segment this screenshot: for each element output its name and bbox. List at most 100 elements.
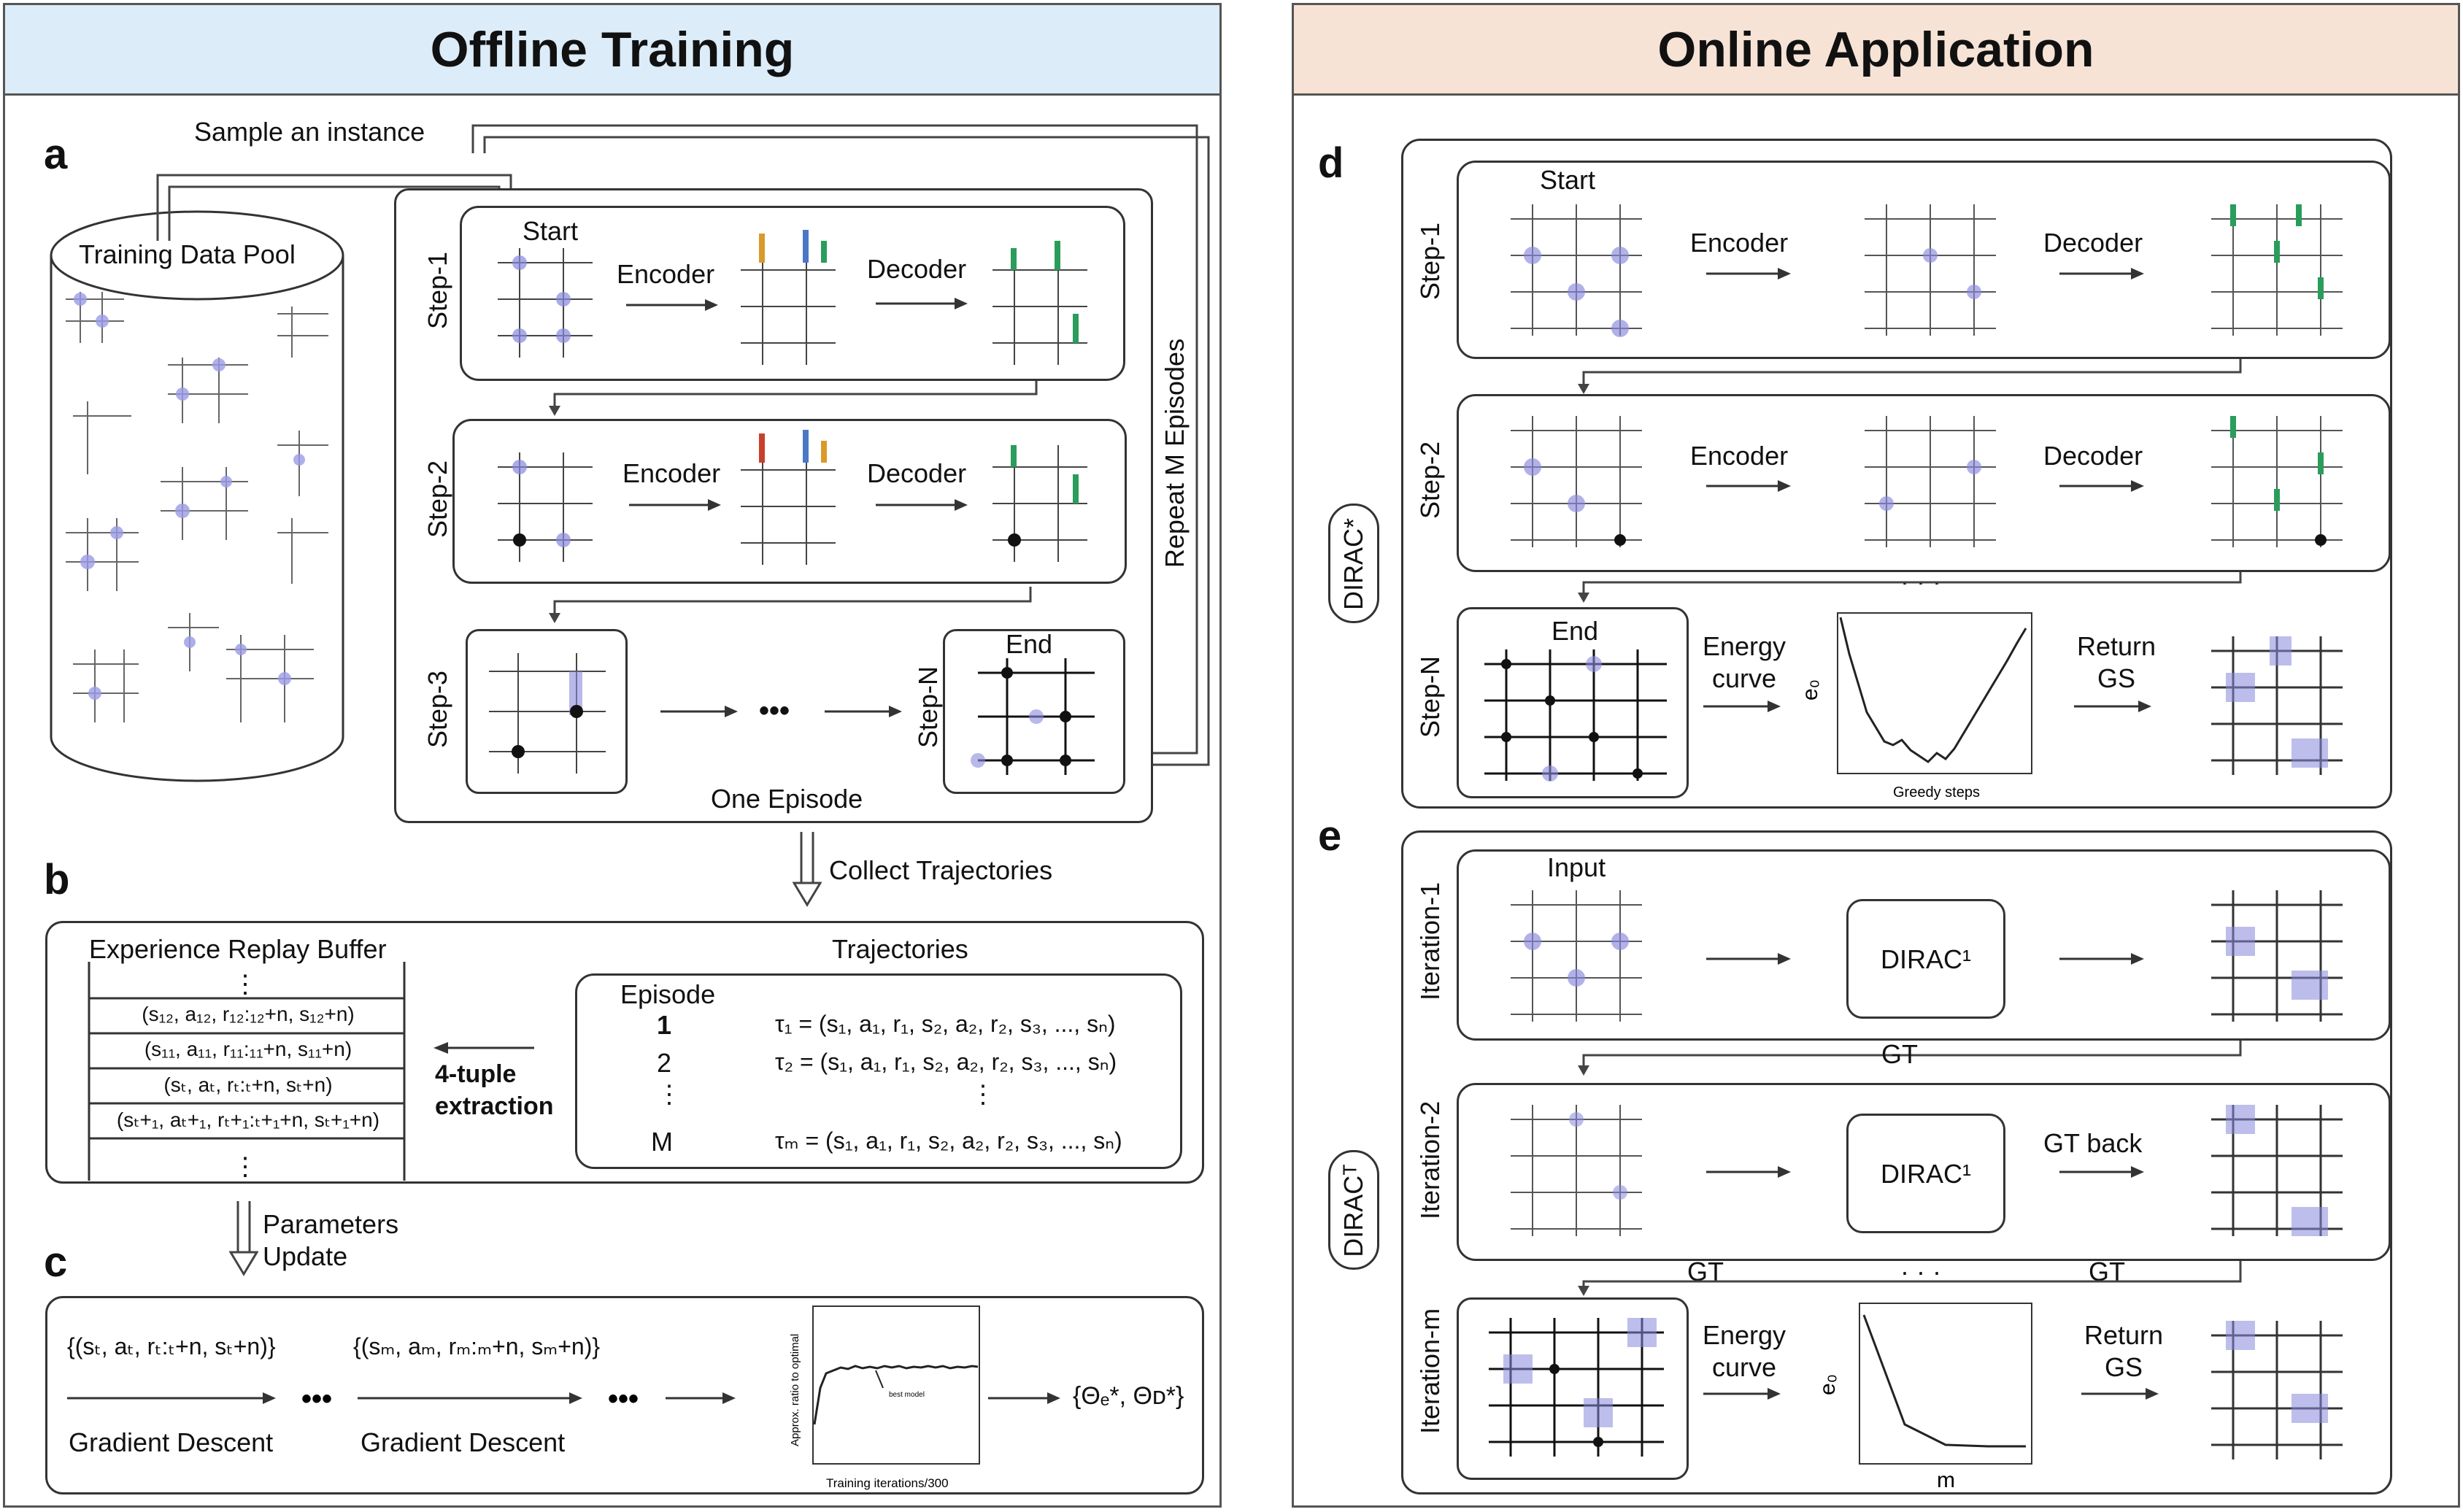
section-a-label: a	[44, 131, 68, 178]
dirac-star-tag-label: DIRAC*	[1338, 517, 1368, 611]
tau-2: τ₂ = (s₁, a₁, r₁, s₂, a₂, r₂, s₃, ..., s…	[775, 1049, 1117, 1075]
tau-1: τ₁ = (s₁, a₁, r₁, s₂, a₂, r₂, s₃, ..., s…	[775, 1011, 1116, 1037]
optimal-parameters: {Θₑ*, Θᴅ*}	[1073, 1382, 1184, 1410]
d-step-2-input-graph	[1511, 416, 1642, 547]
step-connector-1	[549, 381, 1038, 416]
step-1-decoder-arrow	[876, 298, 968, 309]
replay-buffer-title: Experience Replay Buffer	[89, 934, 387, 964]
svg-text:•••: •••	[608, 1384, 639, 1413]
gd-label-2: Gradient Descent	[361, 1427, 566, 1457]
episode-dots: ⋮	[657, 1081, 682, 1108]
dirac-t-tag	[1328, 1150, 1379, 1270]
d-step-1-encoder-arrow	[1706, 268, 1791, 279]
step-2-decoded-graph	[992, 445, 1087, 562]
step-3-graph	[489, 653, 606, 774]
e-connector-1	[1578, 1041, 2242, 1076]
trajectories-box	[575, 973, 1182, 1169]
iteration-1-label: Iteration-1	[1415, 882, 1445, 1000]
collect-trajectories-label: Collect Trajectories	[829, 855, 1053, 885]
e-energy-curve-chart: e₀ m	[1816, 1303, 2032, 1492]
iteration-m-label: Iteration-m	[1415, 1308, 1445, 1434]
step-2-decoder-label: Decoder	[867, 458, 967, 488]
svg-text:•••: •••	[301, 1384, 332, 1413]
trajectories-title: Trajectories	[832, 934, 968, 964]
step-3-arrow	[660, 706, 738, 717]
one-episode-label: One Episode	[711, 784, 863, 814]
parameters-update-label: Parameters Update	[263, 1209, 399, 1271]
d-step-2-encoder-arrow	[1706, 480, 1791, 492]
section-d-label: d	[1318, 139, 1344, 187]
iteration-1-dirac-box	[1846, 899, 2005, 1019]
dirac-t-tag-label: DIRACᵀ	[1338, 1164, 1368, 1257]
section-b-label: b	[44, 856, 70, 903]
d-step-1-decoder-label: Decoder	[2043, 228, 2143, 258]
step-2-decoder-arrow	[876, 499, 968, 511]
tau-m: τₘ = (s₁, a₁, r₁, s₂, a₂, r₂, s₃, ..., s…	[775, 1127, 1122, 1154]
d-return-arrow	[2074, 701, 2151, 712]
replay-buffer-table: ⋮ ⋮	[88, 962, 406, 1181]
iteration-2-label: Iteration-2	[1415, 1100, 1445, 1219]
pool-graphs	[66, 292, 328, 722]
section-e-label: e	[1318, 812, 1342, 860]
d-step-n-label: Step-N	[1415, 655, 1445, 738]
step-1-label: Step-1	[423, 251, 452, 329]
episode-1: 1	[657, 1010, 672, 1040]
e-connector-2	[1578, 1261, 2242, 1296]
step-1-encoder-label: Encoder	[617, 259, 715, 289]
svg-text:⋮: ⋮	[233, 1153, 258, 1181]
dirac-star-tag	[1328, 504, 1379, 623]
d-step-2-decoded-graph	[2211, 416, 2343, 547]
step-2-label: Step-2	[423, 460, 452, 538]
d-step-2-encoded-graph	[1865, 416, 1996, 547]
step-3-label: Step-3	[423, 670, 452, 748]
online-application-title: Online Application	[1294, 5, 2458, 96]
step-1-input-graph	[498, 248, 593, 358]
input-label: Input	[1547, 852, 1606, 882]
step-1-start-label: Start	[523, 216, 579, 246]
gt-label-1: GT	[1881, 1039, 1918, 1069]
gd-arrow-row: ••• •••	[67, 1384, 1060, 1413]
episode-m: M	[651, 1127, 673, 1157]
d-energy-curve-chart: e₀ Greedy steps	[1798, 612, 2032, 801]
d-step-2-encoder-label: Encoder	[1690, 441, 1789, 471]
d-start-label: Start	[1540, 165, 1596, 195]
iteration-2-input-graph	[1511, 1105, 1642, 1236]
step-connector-2	[549, 587, 1032, 623]
d-step-n-box	[1457, 607, 1689, 798]
buffer-row-1: (s₁₂, a₁₂, r₁₂:₁₂+n, s₁₂+n)	[142, 1003, 355, 1025]
collect-trajectories-arrow	[793, 832, 822, 907]
d-step-1-encoder-label: Encoder	[1690, 228, 1789, 258]
iteration-1-output-graph	[2211, 890, 2343, 1022]
iteration-m-graph	[1489, 1318, 1664, 1457]
iteration-1-arrow-out	[2059, 953, 2144, 965]
d-connector-2	[1578, 572, 2242, 603]
iteration-2-arrow-in	[1706, 1166, 1791, 1178]
e-return-arrow	[2081, 1388, 2159, 1400]
d-end-label: End	[1552, 616, 1599, 646]
extraction-label: 4-tuple extraction	[435, 1060, 554, 1120]
gt-back-label: GT back	[2043, 1128, 2143, 1158]
tau-dots: ⋮	[971, 1081, 995, 1108]
d-ground-state-graph	[2211, 636, 2343, 775]
e-energy-arrow	[1703, 1388, 1781, 1400]
step-ellipsis: •••	[759, 695, 790, 727]
step-n-arrow	[825, 706, 902, 717]
episode-2: 2	[657, 1048, 672, 1078]
step-1-encoder-arrow	[626, 299, 718, 311]
step-1-decoded-graph	[992, 241, 1087, 365]
e-return-gs-label: Return GS	[2084, 1320, 2164, 1382]
section-c-label: c	[44, 1238, 68, 1286]
sample-instance-label: Sample an instance	[194, 117, 425, 147]
step-n-graph	[971, 658, 1095, 775]
batch-1-label: {(sₜ, aₜ, rₜ:ₜ+n, sₜ+n)}	[67, 1333, 276, 1359]
d-final-state-graph	[1484, 649, 1667, 782]
repeat-episodes-label: Repeat M Episodes	[1160, 338, 1190, 568]
e-energy-xlabel: m	[1937, 1468, 1955, 1492]
d-connector-1	[1578, 359, 2242, 394]
iteration-1-dirac-label: DIRAC¹	[1881, 944, 1971, 974]
step-2-encoder-arrow	[629, 499, 721, 511]
d-step-2-decoder-label: Decoder	[2043, 441, 2143, 471]
training-curve-xlabel: Training iterations/300	[826, 1476, 949, 1490]
buffer-row-3: (sₜ, aₜ, rₜ:ₜ+n, sₜ+n)	[163, 1073, 333, 1096]
d-step-1-decoder-arrow	[2059, 268, 2144, 279]
